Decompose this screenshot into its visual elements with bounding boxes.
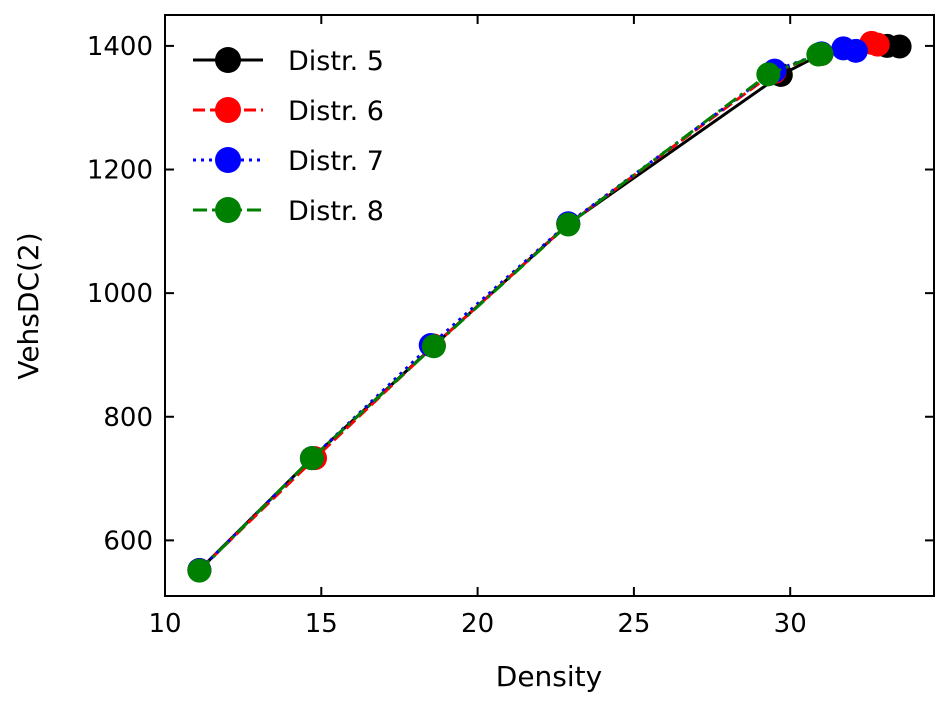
legend-marker-1 <box>215 97 241 123</box>
series-3-point-1 <box>299 446 324 471</box>
x-tick-label-2: 20 <box>461 609 494 639</box>
series-line-2 <box>198 46 857 572</box>
series-3-point-0 <box>187 558 212 583</box>
ticks-layer: 10 15 20 25 30 600 800 1000 1200 1400 <box>87 15 934 639</box>
x-tick-label-4: 30 <box>774 609 807 639</box>
y-tick-label-4: 1400 <box>87 32 153 62</box>
series-3 <box>187 41 834 583</box>
series-1-point-7 <box>865 32 890 57</box>
series-line-3 <box>198 52 822 572</box>
series-3-point-4 <box>756 62 781 87</box>
legend-label-3: Distr. 8 <box>288 196 384 227</box>
y-tick-label-0: 600 <box>103 526 153 556</box>
legend: Distr. 5 Distr. 6 Distr. 7 Distr. 8 <box>193 46 384 227</box>
legend-marker-0 <box>215 47 241 73</box>
legend-label-1: Distr. 6 <box>288 96 384 127</box>
legend-label-2: Distr. 7 <box>288 146 384 177</box>
legend-label-0: Distr. 5 <box>288 46 384 77</box>
y-tick-label-2: 1000 <box>87 279 153 309</box>
series-2-point-7 <box>843 38 868 63</box>
series-layer <box>187 30 912 583</box>
series-3-point-3 <box>556 212 581 237</box>
y-tick-label-3: 1200 <box>87 156 153 186</box>
plot-frame <box>164 14 935 597</box>
x-tick-label-3: 25 <box>617 609 650 639</box>
legend-marker-3 <box>215 197 241 223</box>
y-axis-label: VehsDC(2) <box>12 232 45 379</box>
x-axis-label: Density <box>496 660 602 693</box>
y-tick-label-1: 800 <box>103 403 153 433</box>
series-3-point-6 <box>809 41 834 66</box>
x-tick-label-0: 10 <box>148 609 181 639</box>
series-3-point-2 <box>421 334 446 359</box>
series-0-point-7 <box>887 34 912 59</box>
legend-marker-2 <box>215 147 241 173</box>
x-tick-label-1: 15 <box>305 609 338 639</box>
